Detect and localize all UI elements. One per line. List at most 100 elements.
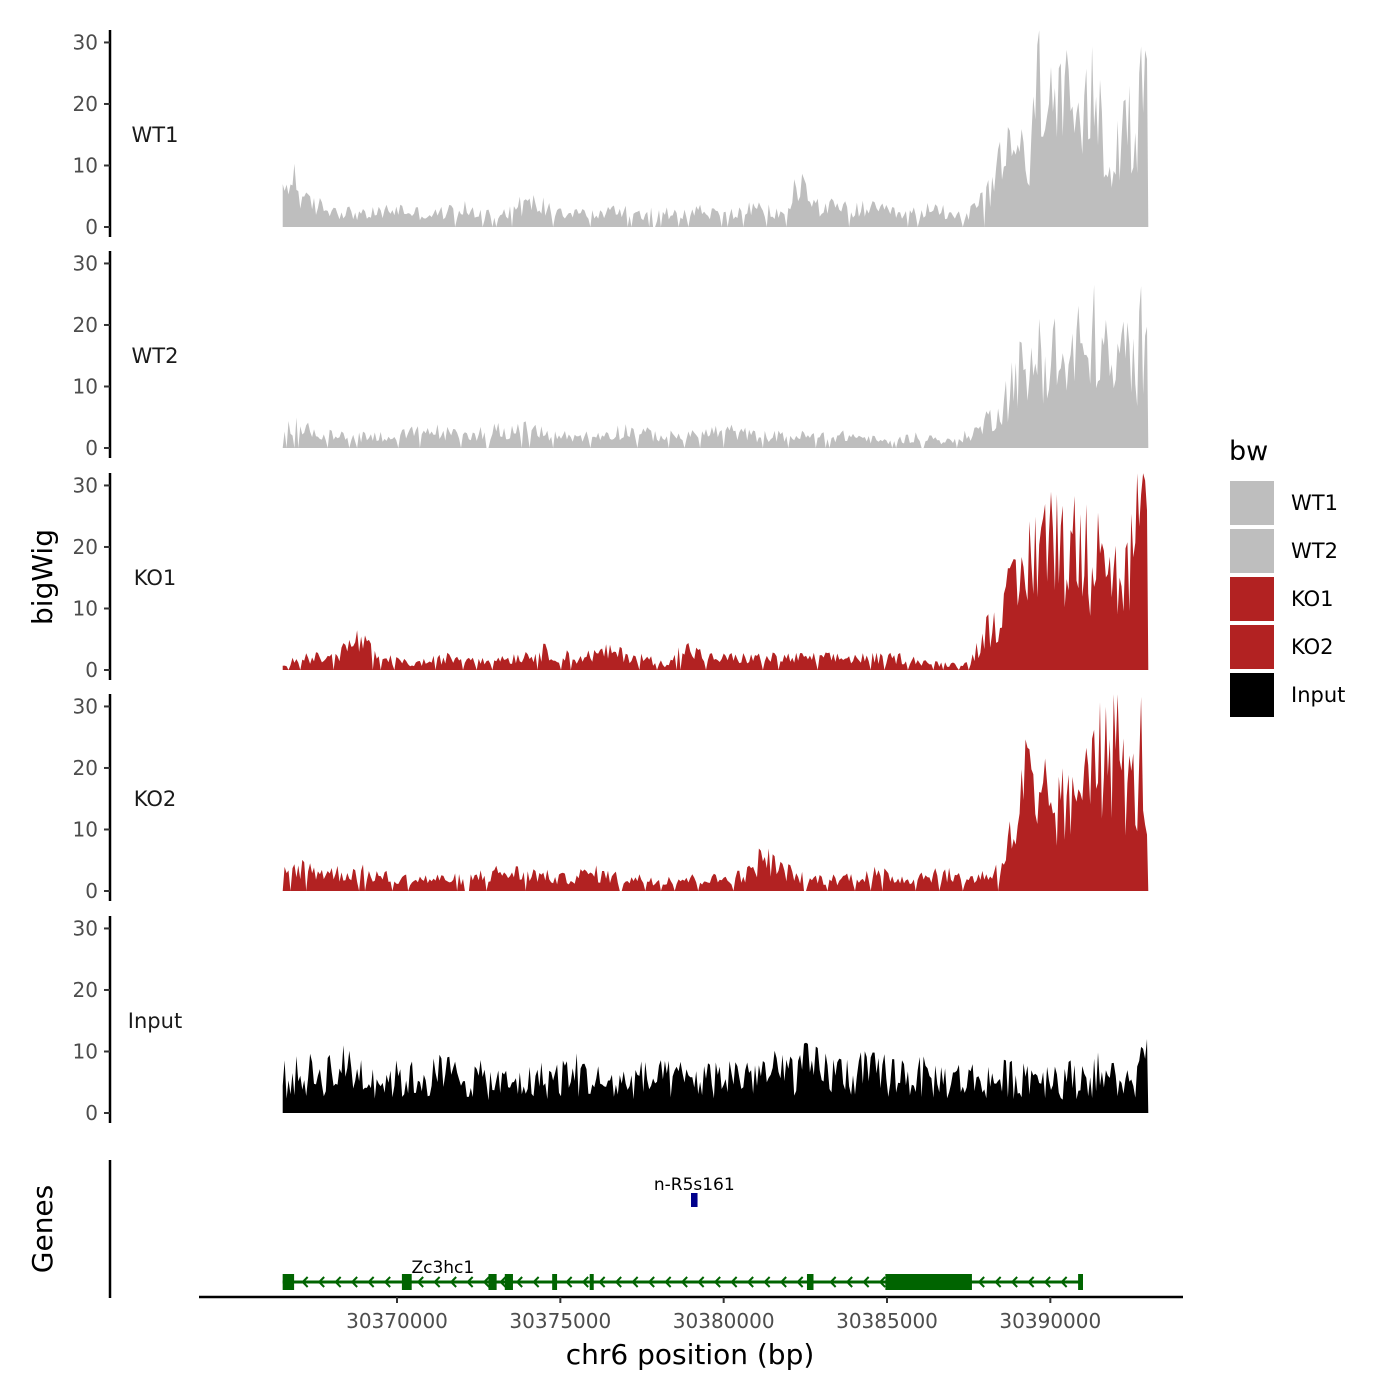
legend-swatch-wt2	[1228, 527, 1276, 575]
legend-swatch-ko1	[1228, 575, 1276, 623]
x-tick-label: 30385000	[836, 1309, 938, 1333]
coverage-area-wt2	[282, 284, 1149, 448]
strand-arrow	[614, 1276, 622, 1288]
y-tick-label: 30	[73, 694, 98, 718]
legend-label-wt2: WT2	[1291, 539, 1338, 563]
gene-exon	[806, 1274, 814, 1290]
strand-arrow	[713, 1276, 721, 1288]
strand-arrow	[581, 1276, 589, 1288]
strand-arrow	[449, 1276, 457, 1288]
y-tick-label: 0	[85, 658, 98, 682]
strand-arrow	[466, 1276, 474, 1288]
legend-label-ko1: KO1	[1291, 587, 1334, 611]
gene-zc3hc1: Zc3hc1	[282, 1258, 1083, 1290]
gene-exon	[1078, 1274, 1083, 1290]
strand-arrow	[878, 1276, 886, 1288]
strand-arrow	[862, 1276, 870, 1288]
strand-arrow	[763, 1276, 771, 1288]
y-tick-label: 30	[73, 251, 98, 275]
x-tick-label: 30375000	[509, 1309, 611, 1333]
track-label: WT1	[132, 123, 179, 147]
y-tick-label: 10	[73, 596, 98, 620]
gene-exon	[589, 1274, 594, 1290]
y-tick-label: 30	[73, 30, 98, 54]
strand-arrow	[416, 1276, 424, 1288]
bigwig-tracks: 0 10 20 30 WT1 0 10 20 30 WT2 0 10 20 30 KO1 0 10 20 30 KO2…	[73, 30, 1149, 1125]
legend-swatch-wt1	[1228, 479, 1276, 527]
legend-swatch-input	[1228, 671, 1276, 719]
y-tick-label: 0	[85, 436, 98, 460]
genes-axis-title: Genes	[26, 1185, 59, 1273]
strand-arrow	[565, 1276, 573, 1288]
strand-arrow	[977, 1276, 985, 1288]
gene-label: n-R5s161	[654, 1175, 735, 1195]
strand-arrow	[367, 1276, 375, 1288]
track-input: 0 10 20 30 Input	[73, 916, 1149, 1125]
strand-arrow	[598, 1276, 606, 1288]
track-label: Input	[128, 1009, 182, 1033]
strand-arrow	[301, 1276, 309, 1288]
gene-exon	[488, 1274, 497, 1290]
strand-arrow	[1043, 1276, 1051, 1288]
strand-arrow	[664, 1276, 672, 1288]
strand-arrow	[829, 1276, 837, 1288]
legend-label-ko2: KO2	[1291, 635, 1334, 659]
strand-arrow	[730, 1276, 738, 1288]
strand-arrow	[680, 1276, 688, 1288]
gene-exon	[552, 1274, 558, 1290]
strand-arrow	[334, 1276, 342, 1288]
strand-arrow	[532, 1276, 540, 1288]
legend-label-wt1: WT1	[1291, 491, 1338, 515]
strand-arrow	[350, 1276, 358, 1288]
y-tick-label: 20	[73, 978, 98, 1002]
x-tick-label: 30380000	[673, 1309, 775, 1333]
y-tick-label: 10	[73, 1039, 98, 1063]
track-wt1: 0 10 20 30 WT1	[73, 30, 1149, 239]
strand-arrow	[383, 1276, 391, 1288]
strand-arrow	[845, 1276, 853, 1288]
strand-arrow	[631, 1276, 639, 1288]
x-axis-title: chr6 position (bp)	[566, 1338, 815, 1371]
coverage-area-ko1	[282, 473, 1149, 670]
gene-track: n-R5s161 Zc3hc1	[108, 1160, 1083, 1298]
gene-n-r5s161: n-R5s161	[654, 1175, 735, 1207]
y-tick-label: 20	[73, 535, 98, 559]
legend: bw WT1 WT2 KO1 KO2 Input	[1228, 436, 1345, 719]
x-tick-label: 30390000	[999, 1309, 1101, 1333]
strand-arrow	[482, 1276, 490, 1288]
x-tick-label: 30370000	[346, 1309, 448, 1333]
x-axis: 30370000 30375000 30380000 30385000 30390000	[199, 1295, 1183, 1333]
strand-arrow	[433, 1276, 441, 1288]
y-tick-label: 10	[73, 817, 98, 841]
track-wt2: 0 10 20 30 WT2	[73, 251, 1149, 460]
strand-arrow	[746, 1276, 754, 1288]
y-tick-label: 0	[85, 879, 98, 903]
strand-arrow	[1060, 1276, 1068, 1288]
y-tick-label: 10	[73, 374, 98, 398]
coverage-area-ko2	[282, 694, 1149, 891]
strand-arrow	[515, 1276, 523, 1288]
gene-exon	[282, 1274, 295, 1290]
legend-label-input: Input	[1291, 683, 1345, 707]
legend-swatch-ko2	[1228, 623, 1276, 671]
strand-arrow	[317, 1276, 325, 1288]
track-label: KO2	[134, 787, 177, 811]
track-label: WT2	[132, 344, 179, 368]
track-ko1: 0 10 20 30 KO1	[73, 473, 1149, 682]
strand-arrow	[994, 1276, 1002, 1288]
y-tick-label: 30	[73, 473, 98, 497]
strand-arrow	[1010, 1276, 1018, 1288]
strand-arrow	[499, 1276, 507, 1288]
legend-title: bw	[1229, 436, 1268, 467]
y-tick-label: 20	[73, 92, 98, 116]
gene-label: Zc3hc1	[411, 1258, 474, 1278]
gene-exon	[885, 1274, 972, 1290]
strand-arrow	[779, 1276, 787, 1288]
track-ko2: 0 10 20 30 KO2	[73, 694, 1149, 903]
y-tick-label: 30	[73, 916, 98, 940]
gene-exon	[691, 1193, 698, 1207]
y-tick-label: 20	[73, 313, 98, 337]
y-tick-label: 20	[73, 756, 98, 780]
track-label: KO1	[134, 566, 177, 590]
